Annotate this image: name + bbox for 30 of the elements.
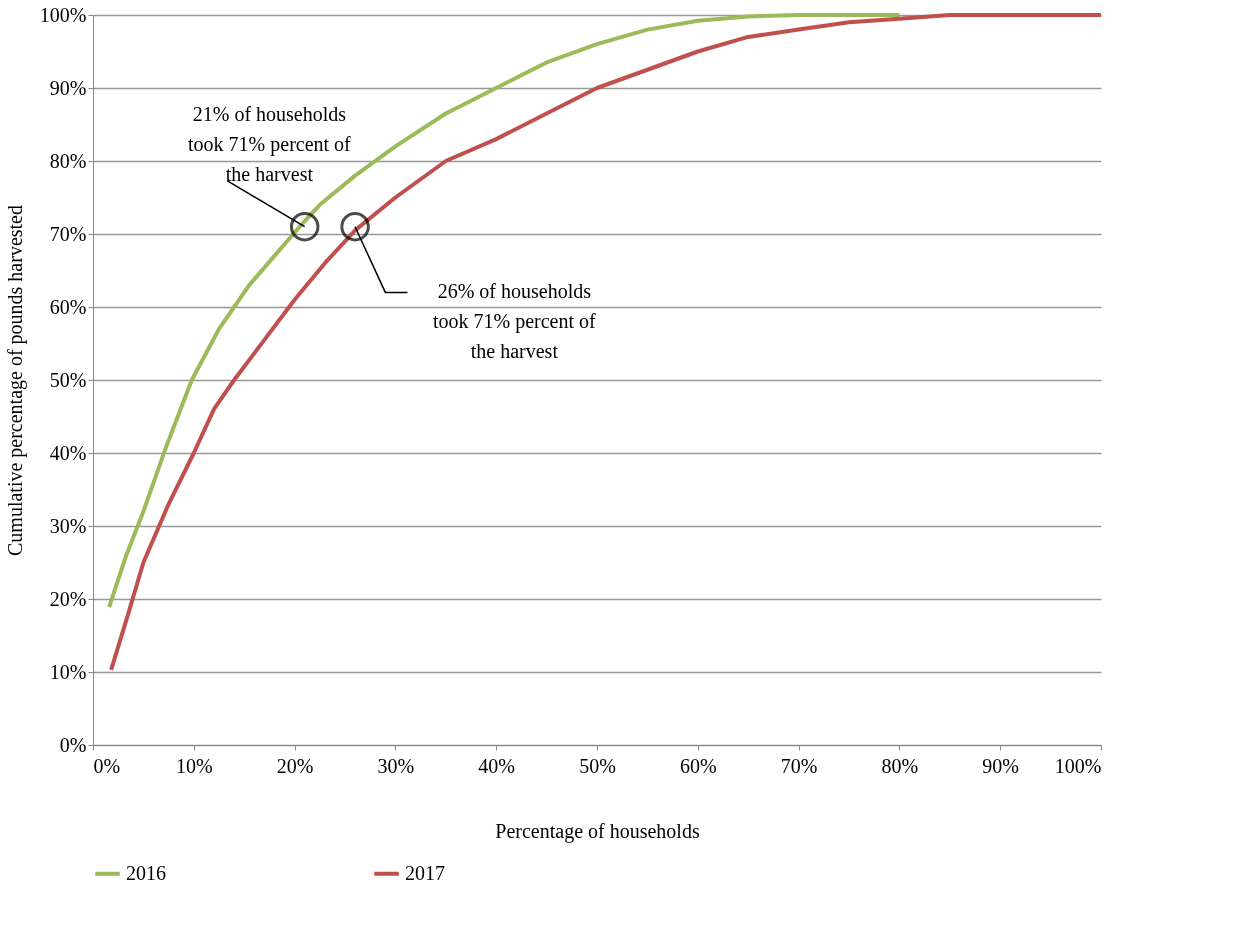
y-tick-label: 30% [49, 514, 87, 537]
annotation: 21% of households took 71% percent of the harvest [188, 103, 352, 186]
y-tick-label: 20% [49, 587, 87, 610]
legend-label: 2016 [126, 861, 166, 884]
y-tick-label: 40% [49, 441, 87, 464]
y-tick-label: 80% [49, 149, 87, 172]
line-series [109, 13, 1103, 672]
y-axis-title: Cumulative percentage of pounds harvested [3, 205, 27, 556]
x-tick-label: 90% [982, 754, 1020, 777]
x-tick-label: 50% [579, 754, 616, 777]
annotation: 26% of households took 71% percent of the harvest [432, 280, 597, 363]
line-series [107, 13, 902, 610]
y-tick-label: 10% [49, 660, 87, 683]
x-tick-label: 40% [478, 754, 516, 777]
x-tick-label: 100% [1054, 754, 1102, 777]
x-tick-label: 10% [175, 754, 213, 777]
x-tick-label: 70% [780, 754, 818, 777]
y-tick-label: 100% [39, 3, 87, 26]
y-tick-label: 90% [49, 76, 87, 99]
y-tick-label: 60% [49, 295, 87, 318]
x-tick-label: 60% [679, 754, 717, 777]
x-tick-label: 30% [377, 754, 415, 777]
x-tick-label: 0% [93, 754, 121, 777]
x-tick-label: 20% [276, 754, 314, 777]
x-axis-title: Percentage of households [495, 819, 700, 843]
x-tick-label: 80% [881, 754, 919, 777]
y-tick-label: 70% [49, 222, 87, 245]
legend-label: 2017 [405, 861, 445, 884]
y-tick-label: 0% [59, 733, 87, 756]
y-tick-label: 50% [49, 368, 87, 391]
